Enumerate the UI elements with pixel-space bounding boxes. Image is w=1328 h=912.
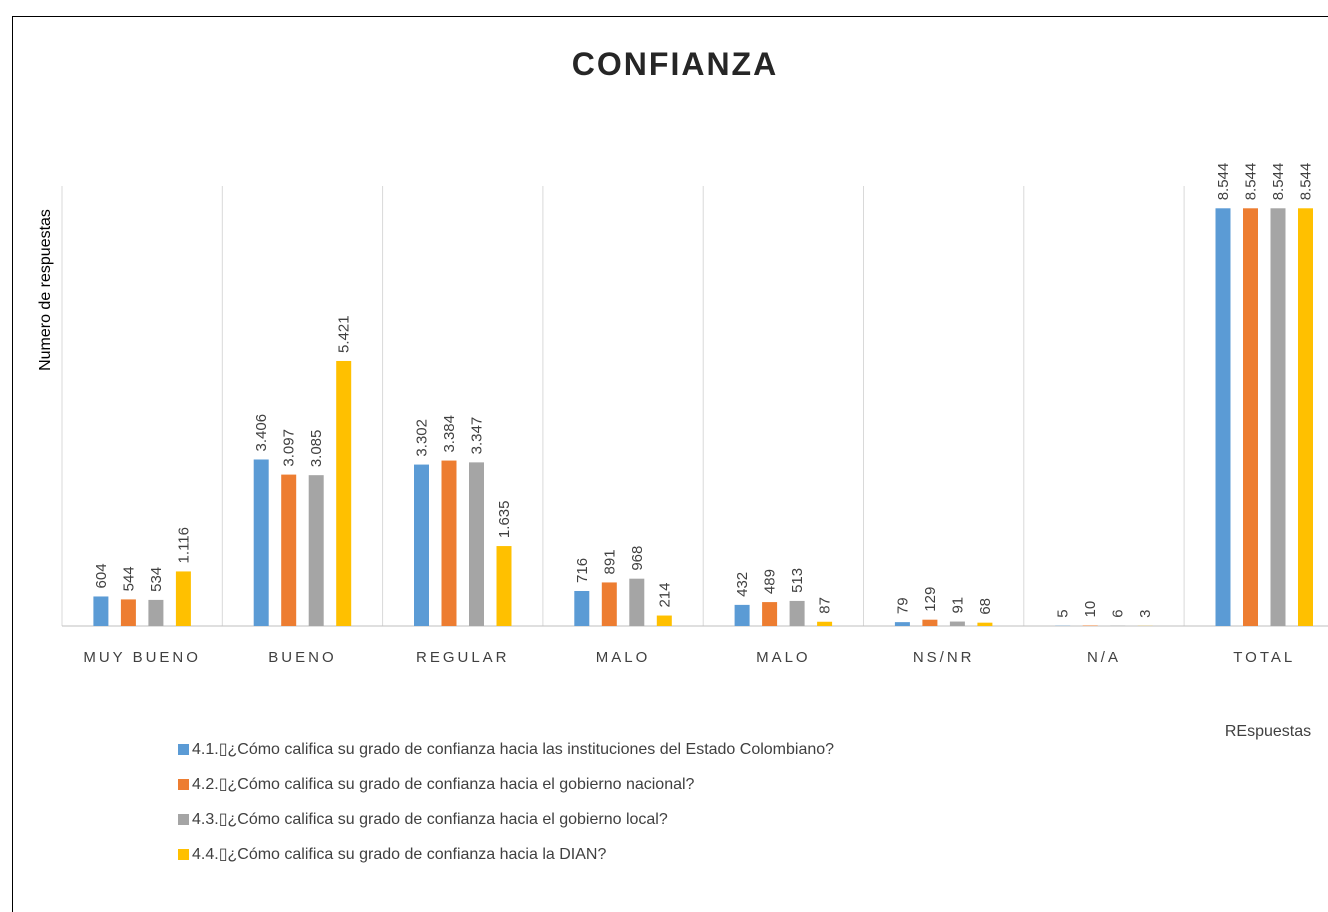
legend-swatch (178, 744, 189, 755)
x-tick-label: MUY BUENO (83, 649, 201, 666)
value-label: 534 (148, 567, 165, 592)
bar (441, 460, 457, 626)
bar (469, 462, 484, 626)
chart-title: CONFIANZA (572, 46, 778, 82)
value-label: 129 (922, 587, 939, 612)
value-label: 489 (762, 569, 779, 594)
value-label: 3.097 (281, 429, 298, 467)
bar (175, 571, 191, 626)
bar (922, 619, 938, 626)
bar (894, 622, 910, 626)
bar (574, 590, 590, 626)
value-label: 513 (789, 568, 806, 593)
value-label: 1.635 (496, 501, 513, 539)
bar (253, 459, 269, 626)
value-label: 5.421 (336, 315, 353, 353)
bar (977, 622, 993, 626)
legend-label: 4.4.▯¿Cómo califica su grado de confianz… (192, 846, 606, 863)
value-label: 3.085 (308, 430, 325, 468)
x-tick-label: MALO (596, 649, 651, 666)
bar (414, 464, 429, 626)
bar (817, 621, 833, 626)
x-tick-label: NS/NR (913, 649, 975, 666)
y-axis-label: Numero de respuestas (37, 209, 54, 371)
value-label: 1.116 (175, 527, 192, 563)
bar (656, 615, 672, 626)
bar (734, 604, 750, 626)
value-label: 8.544 (1270, 163, 1287, 201)
bar (496, 546, 512, 626)
bar (1243, 208, 1258, 626)
bar (308, 475, 324, 626)
legend-swatch (178, 849, 189, 860)
value-label: 3.384 (441, 415, 458, 453)
x-tick-label: TOTAL (1233, 649, 1295, 666)
value-label: 8.544 (1243, 163, 1260, 201)
value-label: 3 (1137, 610, 1154, 618)
bar (949, 621, 965, 626)
x-tick-label: BUENO (268, 649, 336, 666)
value-label: 432 (734, 572, 751, 597)
value-label: 3.302 (414, 419, 431, 457)
value-label: 891 (601, 549, 618, 574)
bar (629, 578, 645, 626)
chart-border (12, 16, 1328, 912)
value-label: 544 (120, 566, 137, 591)
bar (601, 582, 617, 626)
value-label: 68 (977, 598, 994, 615)
value-label: 10 (1082, 601, 1099, 618)
bar (1215, 208, 1231, 626)
x-axis-label: REspuestas (1225, 723, 1311, 740)
bar (281, 474, 297, 626)
bar (148, 599, 164, 626)
value-label: 91 (949, 597, 966, 614)
x-tick-label: N/A (1087, 649, 1121, 666)
value-label: 214 (656, 583, 673, 608)
value-label: 87 (817, 597, 834, 614)
value-label: 8.544 (1298, 163, 1315, 201)
legend-label: 4.3.▯¿Cómo califica su grado de confianz… (192, 811, 668, 828)
value-label: 968 (629, 546, 646, 571)
x-tick-label: MALO (756, 649, 811, 666)
bar (336, 360, 352, 626)
value-label: 6 (1110, 609, 1127, 617)
bar (1298, 208, 1313, 626)
bar (789, 600, 805, 626)
value-label: 8.544 (1215, 163, 1232, 201)
value-label: 716 (574, 558, 591, 583)
x-tick-label: REGULAR (416, 649, 510, 666)
value-label: 79 (894, 597, 911, 614)
value-label: 3.347 (469, 417, 486, 455)
bar (93, 596, 109, 626)
value-label: 3.406 (253, 414, 270, 452)
bar (762, 602, 778, 626)
legend-swatch (178, 814, 189, 825)
legend-swatch (178, 779, 189, 790)
legend-label: 4.2.▯¿Cómo califica su grado de confianz… (192, 776, 695, 793)
legend-label: 4.1.▯¿Cómo califica su grado de confianz… (192, 741, 834, 758)
value-label: 5 (1055, 609, 1072, 617)
value-label: 604 (93, 563, 110, 588)
bar (1270, 208, 1286, 626)
bar (120, 599, 136, 626)
